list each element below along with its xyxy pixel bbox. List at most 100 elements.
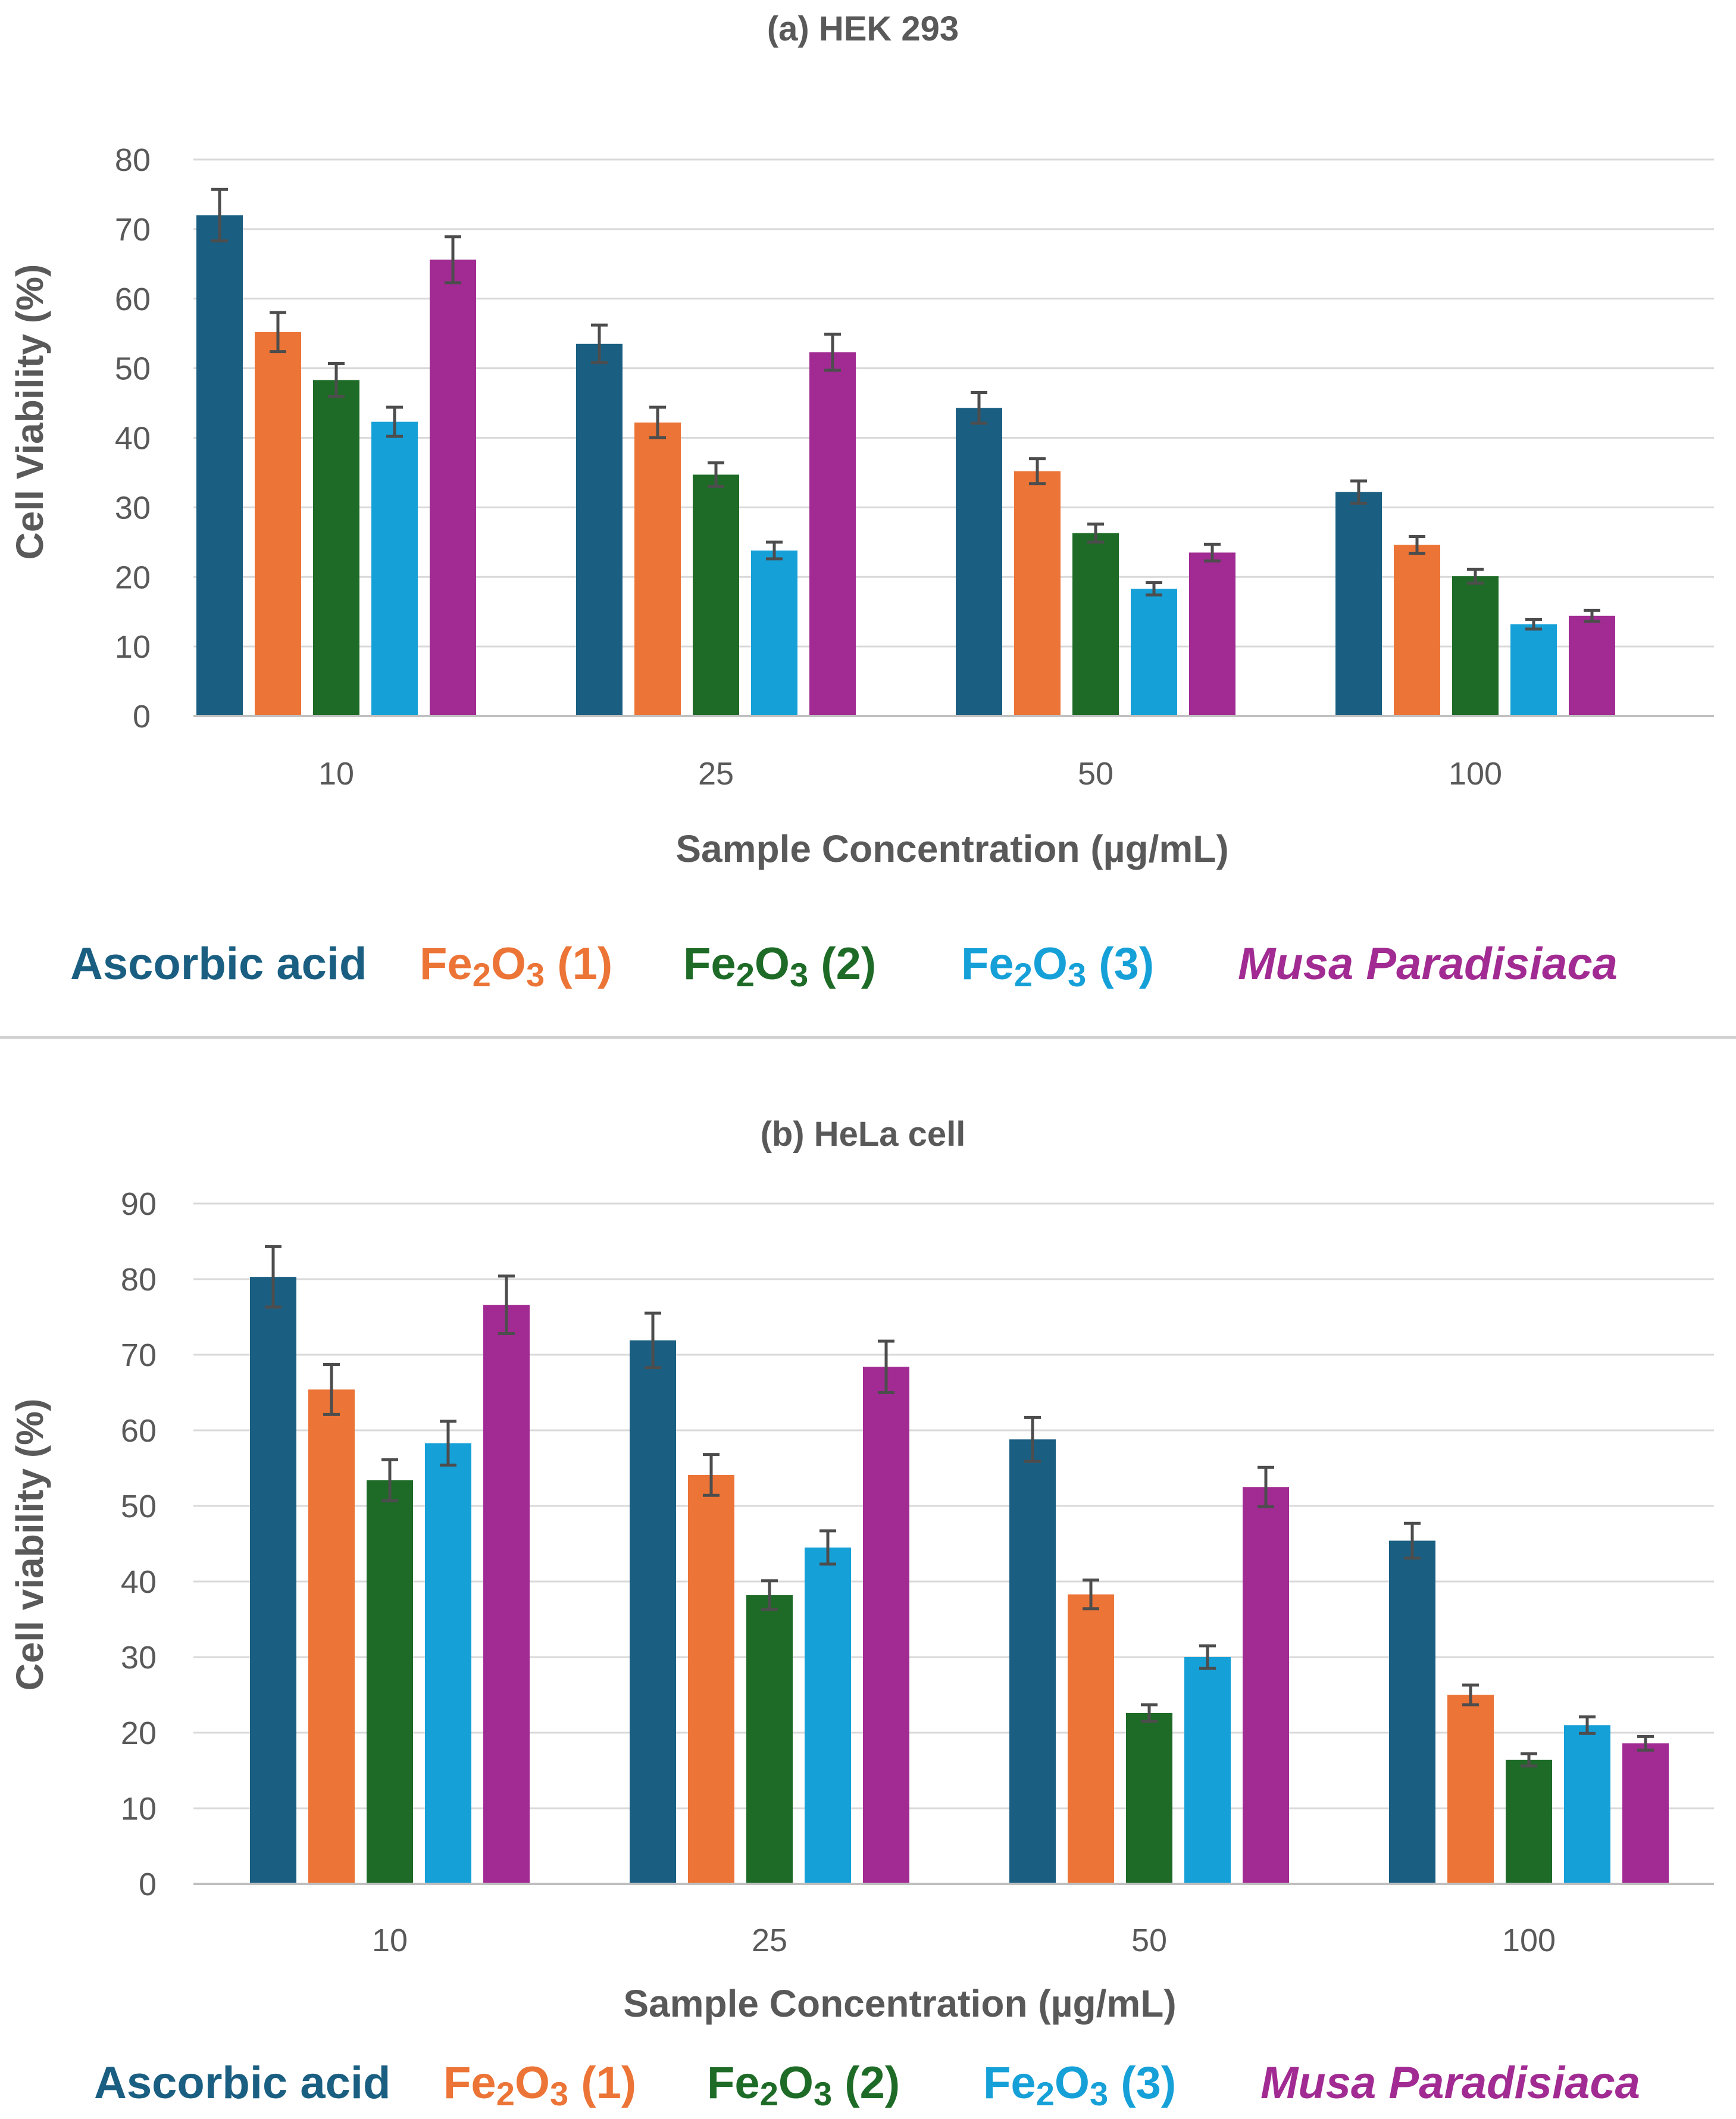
chart-a-legend: Ascorbic acid Fe2O3 (1) Fe2O3 (2) Fe2O3 … [70,939,1618,993]
chart-b-legend: Ascorbic acid Fe2O3 (1) Fe2O3 (2) Fe2O3 … [94,2058,1640,2112]
chart-b-bar-fe2-50 [1126,1712,1172,1884]
chart-a-errorbar-fe3-10 [386,405,403,438]
chart-b-xtick-10: 10 [372,1923,408,1958]
chart-b-xtick-50: 50 [1131,1923,1167,1958]
chart-a-xtick-10: 10 [318,756,354,792]
chart-b-ytick: 40 [121,1564,157,1600]
chart-b-ytick: 50 [121,1489,157,1524]
chart-b-errorbar-ascorbic-25 [645,1311,661,1370]
chart-a-ytick: 80 [115,142,151,178]
chart-a-bar-fe2-25 [693,474,739,716]
chart-a-plot: 0 10 20 30 40 50 60 70 80 10 25 50 100 [115,142,1714,792]
legend-a-fe2: Fe2O3 (2) [683,939,876,993]
chart-a-ytick: 60 [115,282,151,317]
legend-a-fe1: Fe2O3 (1) [420,939,612,993]
chart-a-errorbar-ascorbic-10 [211,187,228,243]
chart-a-errorbar-fe2-50 [1087,522,1104,544]
chart-a-errorbar-fe3-25 [766,540,783,561]
chart-a-bar-fe1-50 [1014,471,1061,716]
legend-a-musa: Musa Paradisiaca [1238,939,1618,989]
chart-b-bar-fe3-100 [1564,1725,1610,1884]
chart-a-bar-fe1-25 [634,422,681,716]
chart-b-bar-ascorbic-10 [250,1277,296,1884]
legend-b-fe2: Fe2O3 (2) [707,2058,900,2112]
chart-b-title: (b) HeLa cell [761,1115,966,1154]
chart-b-bar-fe3-10 [425,1443,471,1884]
chart-a-bar-fe2-10 [313,380,359,716]
chart-b-errorbar-fe2-100 [1521,1752,1537,1768]
chart-b-errorbar-fe3-50 [1199,1644,1216,1670]
chart-a-errorbar-fe3-100 [1525,618,1542,631]
chart-a-bar-musa-50 [1189,552,1235,716]
chart-a-bar-fe3-10 [371,421,418,716]
chart-b-bar-ascorbic-25 [630,1340,676,1884]
chart-a-errorbar-fe1-50 [1029,457,1046,486]
chart-b-errorbar-musa-50 [1258,1465,1274,1508]
chart-b-errorbar-fe3-25 [819,1529,836,1566]
chart-b-xlabel: Sample Concentration (µg/mL) [623,1982,1176,2025]
chart-a-bar-musa-10 [430,260,476,716]
chart-b-bar-fe1-25 [688,1474,734,1884]
chart-a-errorbar-fe3-50 [1146,581,1162,597]
chart-b-bar-fe1-10 [308,1389,355,1884]
chart-a-errorbar-fe2-100 [1467,567,1484,585]
chart-a-bar-fe1-100 [1394,545,1440,716]
chart-b-errorbar-musa-25 [878,1339,894,1394]
chart-a-xtick-25: 25 [698,756,734,792]
chart-a-title: (a) HEK 293 [767,10,959,48]
chart-b-xtick-100: 100 [1502,1923,1556,1958]
chart-a-xtick-100: 100 [1449,756,1502,792]
chart-a-errorbar-fe1-100 [1409,535,1425,555]
chart-a-ytick: 30 [115,490,151,526]
chart-a-bar-fe3-50 [1131,589,1177,716]
chart-a-ytick: 50 [115,351,151,387]
chart-b-ytick: 30 [121,1640,157,1676]
chart-a-bar-ascorbic-100 [1335,492,1382,716]
chart-b-ytick: 60 [121,1413,157,1449]
chart-b-errorbar-ascorbic-100 [1404,1521,1421,1560]
chart-b-bar-musa-10 [483,1305,530,1884]
chart-b-errorbar-fe1-50 [1083,1578,1099,1611]
legend-a-fe3: Fe2O3 (3) [961,939,1154,993]
chart-b-bar-fe2-100 [1506,1759,1552,1884]
chart-a-errorbar-musa-100 [1584,608,1600,623]
chart-a-errorbar-fe2-10 [328,361,345,399]
chart-b-errorbar-ascorbic-10 [265,1245,281,1309]
chart-a-bar-fe3-100 [1510,624,1557,716]
chart-a-errorbar-ascorbic-100 [1350,479,1367,505]
chart-a-bar-musa-25 [809,352,856,716]
chart-b-bar-ascorbic-50 [1009,1439,1056,1884]
chart-b-errorbar-fe2-10 [381,1458,398,1502]
chart-a-bar-ascorbic-50 [956,408,1002,716]
chart-b-bar-fe2-10 [367,1480,413,1884]
chart-a-ytick: 0 [133,699,151,735]
chart-a-bar-ascorbic-10 [196,215,243,716]
legend-b-fe1: Fe2O3 (1) [443,2058,636,2112]
chart-a-ytick: 70 [115,212,151,248]
chart-b-ytick: 80 [121,1262,157,1298]
legend-b-musa: Musa Paradisiaca [1260,2058,1640,2108]
chart-a-errorbar-fe2-25 [708,461,724,488]
chart-b-bar-fe3-50 [1184,1657,1231,1884]
chart-b-errorbar-fe1-25 [703,1453,720,1497]
chart-a-errorbar-fe1-10 [270,311,286,354]
chart-b-bar-ascorbic-100 [1389,1540,1435,1884]
chart-a-bar-fe1-10 [255,332,301,716]
legend-b-fe3: Fe2O3 (3) [983,2058,1176,2112]
chart-b-bar-musa-50 [1243,1487,1289,1884]
chart-b-ytick: 70 [121,1337,157,1373]
chart-a-errorbar-musa-10 [445,235,461,285]
chart-b-bar-fe1-50 [1068,1594,1114,1884]
chart-b-ytick: 20 [121,1715,157,1751]
chart-b-errorbar-fe1-100 [1462,1683,1479,1707]
chart-b-errorbar-musa-100 [1637,1734,1654,1752]
chart-a-errorbar-ascorbic-25 [591,323,608,364]
chart-b-xtick-25: 25 [752,1923,787,1958]
chart-b: (b) HeLa cell 0 10 20 30 40 50 60 70 80 90 10 25 50 1… [8,1115,1714,2112]
chart-b-ytick: 0 [139,1867,157,1902]
legend-b-ascorbic: Ascorbic acid [94,2058,390,2108]
chart-a-bar-musa-100 [1569,615,1615,716]
chart-a-bar-fe2-100 [1452,576,1499,716]
chart-a-errorbar-ascorbic-50 [971,391,987,425]
